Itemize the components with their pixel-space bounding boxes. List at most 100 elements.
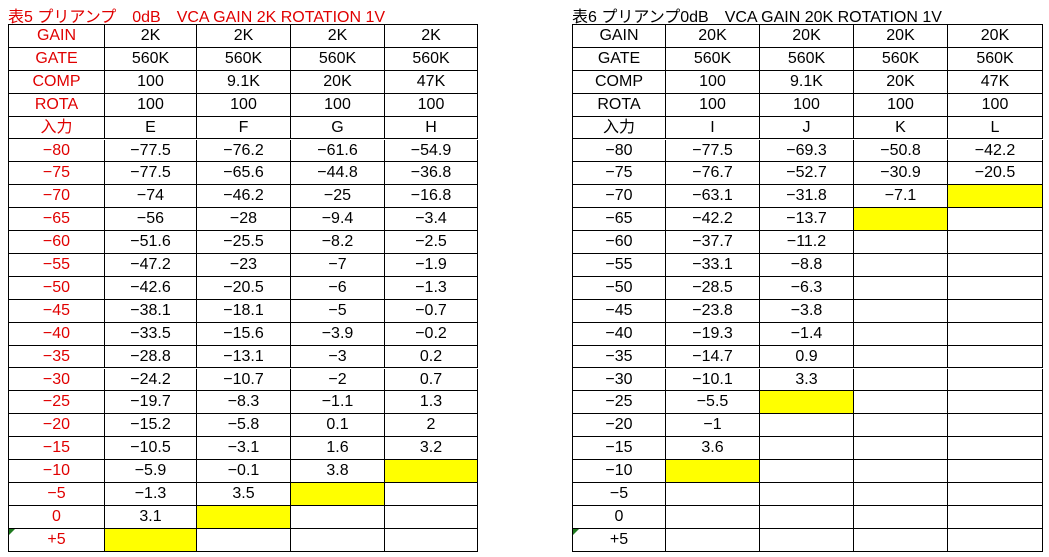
cell: −10.5: [105, 437, 197, 461]
cell: 9.1K: [760, 70, 854, 94]
empty-cell: [948, 368, 1043, 392]
row-label: −65: [9, 208, 105, 232]
row-label: −40: [573, 322, 666, 346]
cell: −30.9: [854, 162, 948, 186]
empty-cell: [854, 437, 948, 461]
row-label: −45: [9, 299, 105, 323]
empty-cell: [854, 276, 948, 300]
empty-cell: [760, 437, 854, 461]
cell: −8.2: [291, 231, 385, 254]
cell: −13.1: [197, 345, 291, 369]
cell: 3.1: [105, 505, 197, 529]
cell: −10.7: [197, 368, 291, 392]
cell: −52.7: [760, 162, 854, 186]
cell: −65.6: [197, 162, 291, 186]
cell: 100: [105, 70, 197, 94]
empty-cell: [291, 528, 385, 552]
empty-cell: [666, 460, 760, 483]
cell: −1.4: [760, 322, 854, 346]
cell: −15.6: [197, 322, 291, 346]
empty-cell: [948, 322, 1043, 346]
row-label: −40: [9, 322, 105, 346]
cell: 20K: [948, 25, 1043, 48]
cell: 100: [760, 93, 854, 117]
empty-cell: [854, 299, 948, 323]
cell: 100: [105, 93, 197, 117]
empty-cell: [854, 254, 948, 277]
empty-cell: [291, 483, 385, 506]
row-label: −65: [573, 208, 666, 232]
cell: −5.9: [105, 460, 197, 483]
cell: −74: [105, 185, 197, 209]
cell: −2: [291, 368, 385, 392]
empty-cell: [760, 414, 854, 438]
empty-cell: [854, 483, 948, 506]
cell: −11.2: [760, 231, 854, 254]
cell: 3.6: [666, 437, 760, 461]
row-label: COMP: [573, 70, 666, 94]
row-label: −75: [573, 162, 666, 186]
cell: −25.5: [197, 231, 291, 254]
row-label: 0: [9, 505, 105, 529]
empty-cell: [760, 505, 854, 529]
row-label: +5: [573, 528, 666, 552]
cell: 2K: [197, 25, 291, 48]
row-label: COMP: [9, 70, 105, 94]
cell: 3.3: [760, 368, 854, 392]
row-label: −20: [573, 414, 666, 438]
cell: G: [291, 116, 385, 140]
empty-cell: [666, 528, 760, 552]
row-label: −50: [9, 276, 105, 300]
row-label: −25: [9, 391, 105, 415]
empty-cell: [854, 322, 948, 346]
cell: −0.2: [385, 322, 478, 346]
cell: −46.2: [197, 185, 291, 209]
row-label: −10: [573, 460, 666, 483]
cell: K: [854, 116, 948, 140]
cell: −61.6: [291, 139, 385, 163]
empty-cell: [854, 208, 948, 232]
empty-cell: [760, 483, 854, 506]
cell: H: [385, 116, 478, 140]
cell: −8.3: [197, 391, 291, 415]
cell: −10.1: [666, 368, 760, 392]
row-label: −80: [9, 139, 105, 163]
cell: −38.1: [105, 299, 197, 323]
empty-cell: [385, 505, 478, 529]
cell: −28.5: [666, 276, 760, 300]
cell: 1.3: [385, 391, 478, 415]
cell: −76.7: [666, 162, 760, 186]
cell: −20.5: [948, 162, 1043, 186]
cell: −8.8: [760, 254, 854, 277]
row-label: 入力: [9, 116, 105, 140]
cell: 560K: [197, 47, 291, 71]
cell: F: [197, 116, 291, 140]
cell: 100: [854, 93, 948, 117]
cell: 20K: [291, 70, 385, 94]
cell: −31.8: [760, 185, 854, 209]
row-label: ROTA: [573, 93, 666, 117]
cell: 47K: [385, 70, 478, 94]
cell: −1.1: [291, 391, 385, 415]
cell: −13.7: [760, 208, 854, 232]
cell: −0.7: [385, 299, 478, 323]
row-label: −50: [573, 276, 666, 300]
cell: 20K: [760, 25, 854, 48]
empty-cell: [948, 437, 1043, 461]
cell: 2K: [385, 25, 478, 48]
cell: −47.2: [105, 254, 197, 277]
cell: −56: [105, 208, 197, 232]
cell: −14.7: [666, 345, 760, 369]
row-label: −15: [573, 437, 666, 461]
cell: 560K: [385, 47, 478, 71]
cell: −23: [197, 254, 291, 277]
cell: −28: [197, 208, 291, 232]
cell: −19.3: [666, 322, 760, 346]
row-label: 入力: [573, 116, 666, 140]
cell: −7: [291, 254, 385, 277]
empty-cell: [948, 528, 1043, 552]
cell: 2: [385, 414, 478, 438]
empty-cell: [385, 483, 478, 506]
cell: 3.2: [385, 437, 478, 461]
row-label: −35: [9, 345, 105, 369]
